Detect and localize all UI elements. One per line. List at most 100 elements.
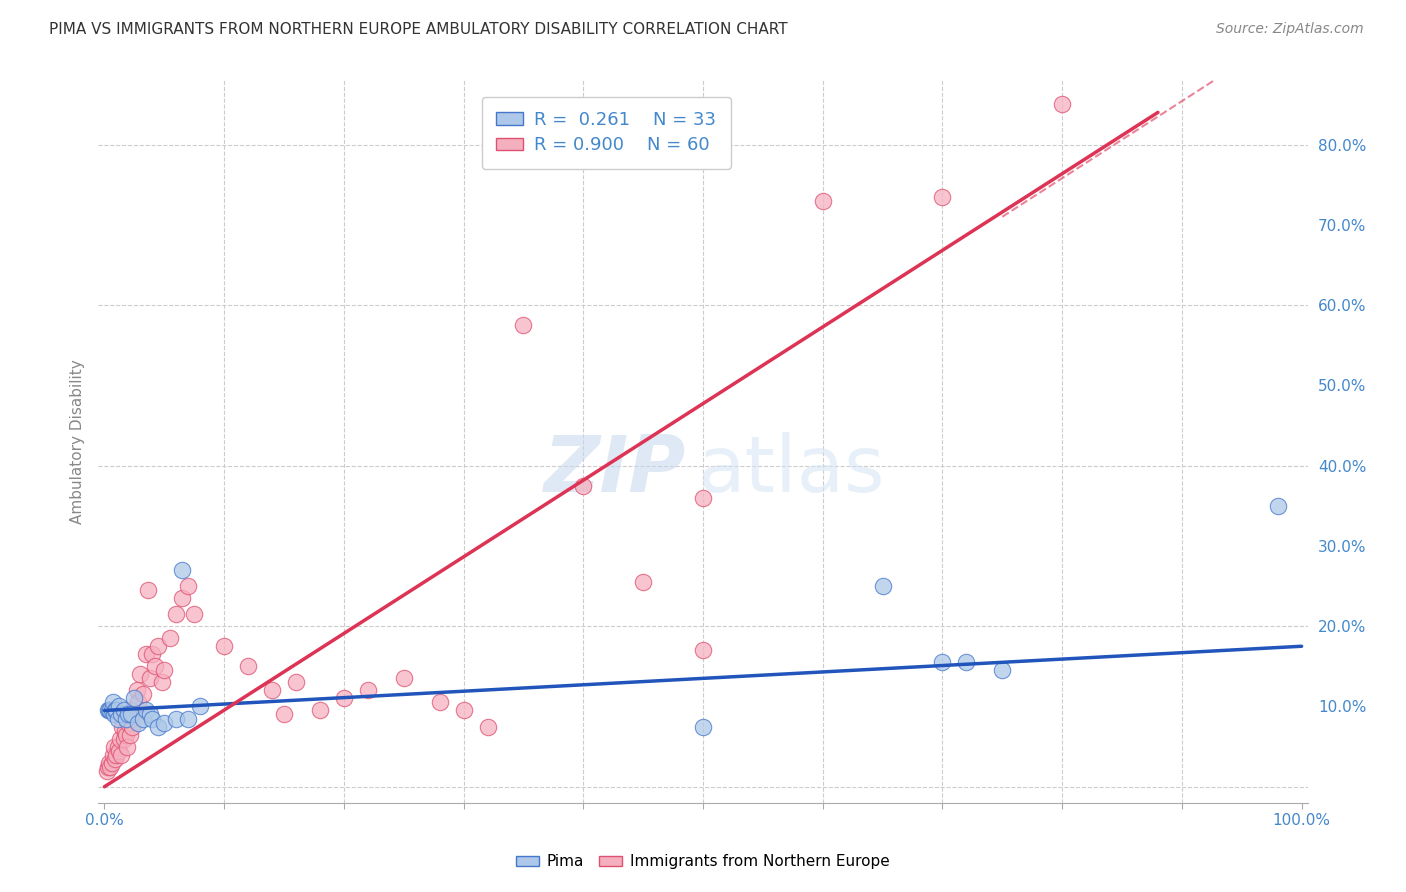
Point — [105, 747, 128, 762]
Point — [159, 632, 181, 646]
Point — [1050, 97, 1073, 112]
Point — [107, 739, 129, 754]
Point — [110, 707, 132, 722]
Point — [811, 194, 834, 208]
Point — [931, 189, 953, 203]
Text: ZIP: ZIP — [543, 433, 685, 508]
Text: atlas: atlas — [697, 433, 884, 508]
Point — [100, 703, 122, 717]
Point — [136, 583, 159, 598]
Point — [153, 664, 176, 678]
Point — [100, 703, 122, 717]
Point — [101, 747, 124, 762]
Point — [177, 579, 200, 593]
Point — [392, 671, 415, 685]
Point — [150, 675, 173, 690]
Point — [273, 707, 295, 722]
Point — [955, 655, 977, 669]
Point — [212, 639, 235, 653]
Point — [872, 579, 894, 593]
Point — [183, 607, 205, 621]
Point — [135, 703, 157, 717]
Point — [108, 731, 131, 746]
Point — [114, 723, 136, 738]
Point — [103, 707, 125, 722]
Point — [139, 707, 162, 722]
Point — [188, 699, 211, 714]
Text: Source: ZipAtlas.com: Source: ZipAtlas.com — [1216, 22, 1364, 37]
Point — [121, 719, 143, 733]
Point — [118, 728, 141, 742]
Point — [141, 648, 163, 662]
Point — [129, 667, 152, 681]
Point — [931, 655, 953, 669]
Point — [110, 747, 132, 762]
Point — [111, 719, 134, 733]
Point — [117, 707, 139, 722]
Point — [104, 703, 127, 717]
Point — [143, 659, 166, 673]
Point — [120, 703, 142, 717]
Point — [107, 699, 129, 714]
Point — [309, 703, 332, 717]
Point — [98, 703, 121, 717]
Point — [112, 703, 135, 717]
Point — [124, 707, 146, 722]
Point — [125, 683, 148, 698]
Point — [692, 719, 714, 733]
Point — [127, 696, 149, 710]
Point — [100, 760, 122, 774]
Point — [124, 691, 146, 706]
Point — [103, 739, 125, 754]
Text: PIMA VS IMMIGRANTS FROM NORTHERN EUROPE AMBULATORY DISABILITY CORRELATION CHART: PIMA VS IMMIGRANTS FROM NORTHERN EUROPE … — [49, 22, 787, 37]
Point — [104, 751, 127, 765]
Point — [97, 760, 120, 774]
Point — [357, 683, 380, 698]
Point — [692, 643, 714, 657]
Point — [135, 648, 157, 662]
Point — [132, 687, 155, 701]
Legend: R =  0.261    N = 33, R = 0.900    N = 60: R = 0.261 N = 33, R = 0.900 N = 60 — [482, 96, 731, 169]
Point — [172, 591, 194, 606]
Point — [117, 715, 139, 730]
Point — [477, 719, 499, 733]
Point — [572, 478, 595, 492]
Point — [115, 739, 138, 754]
Point — [97, 703, 120, 717]
Point — [115, 728, 138, 742]
Point — [177, 712, 200, 726]
Point — [141, 712, 163, 726]
Point — [512, 318, 534, 333]
Point — [148, 719, 170, 733]
Point — [139, 671, 162, 685]
Point — [127, 715, 149, 730]
Point — [284, 675, 307, 690]
Point — [1267, 499, 1289, 513]
Point — [148, 639, 170, 653]
Point — [98, 756, 121, 770]
Point — [153, 715, 176, 730]
Point — [107, 744, 129, 758]
Point — [453, 703, 475, 717]
Point — [165, 712, 187, 726]
Point — [991, 664, 1014, 678]
Point — [631, 574, 654, 589]
Point — [120, 707, 142, 722]
Point — [107, 712, 129, 726]
Point — [260, 683, 283, 698]
Y-axis label: Ambulatory Disability: Ambulatory Disability — [69, 359, 84, 524]
Point — [112, 731, 135, 746]
Point — [96, 764, 118, 778]
Point — [236, 659, 259, 673]
Point — [115, 712, 138, 726]
Point — [172, 563, 194, 577]
Point — [101, 696, 124, 710]
Point — [132, 712, 155, 726]
Legend: Pima, Immigrants from Northern Europe: Pima, Immigrants from Northern Europe — [510, 848, 896, 875]
Point — [692, 491, 714, 505]
Point — [429, 696, 451, 710]
Point — [100, 756, 122, 770]
Point — [105, 703, 128, 717]
Point — [333, 691, 356, 706]
Point — [165, 607, 187, 621]
